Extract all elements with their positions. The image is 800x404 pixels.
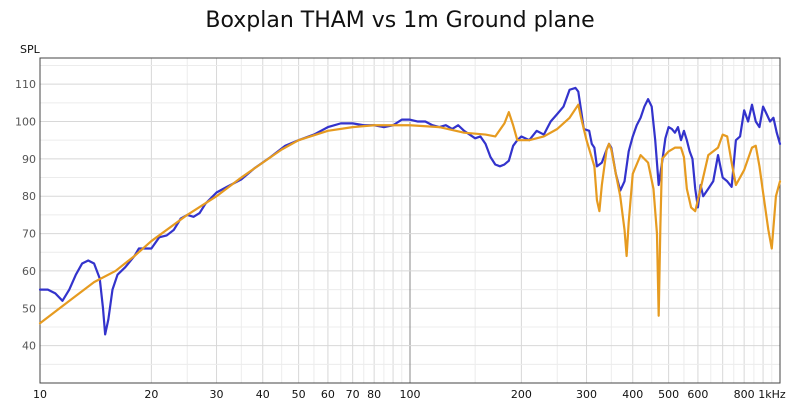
y-tick-label: 60: [22, 265, 36, 278]
y-tick-label: 50: [22, 302, 36, 315]
y-tick-label: 90: [22, 153, 36, 166]
x-tick-labels: 10 20 30 40 50 60 70 80 100 200 300 400 500 600 800 1kH…: [33, 388, 786, 401]
series-layer: [38, 86, 782, 336]
grid-minor: [40, 58, 780, 383]
y-tick-label: 70: [22, 228, 36, 241]
x-tick-label: 300: [576, 388, 597, 401]
y-tick-label: 40: [22, 340, 36, 353]
y-axis-label: SPL: [20, 43, 40, 56]
series-line-2: [38, 103, 782, 325]
x-tick-label: 80: [367, 388, 381, 401]
x-tick-label: 60: [321, 388, 335, 401]
x-tick-label: 50: [292, 388, 306, 401]
x-tick-label: 1kHz: [758, 388, 786, 401]
chart-title: Boxplan THAM vs 1m Ground plane: [205, 8, 595, 33]
x-tick-label: 10: [33, 388, 47, 401]
plot-frame: [39, 57, 781, 384]
x-tick-label: 40: [256, 388, 270, 401]
x-tick-label: 100: [400, 388, 421, 401]
y-tick-labels: 40 50 60 70 80 90 100 110: [15, 78, 36, 352]
x-tick-label: 600: [687, 388, 708, 401]
x-tick-label: 400: [622, 388, 643, 401]
x-tick-label: 20: [144, 388, 158, 401]
y-tick-label: 80: [22, 190, 36, 203]
x-tick-label: 30: [210, 388, 224, 401]
y-tick-label: 110: [15, 78, 36, 91]
x-tick-label: 500: [658, 388, 679, 401]
x-tick-label: 800: [734, 388, 755, 401]
x-tick-label: 70: [346, 388, 360, 401]
x-tick-label: 200: [511, 388, 532, 401]
y-tick-label: 100: [15, 116, 36, 129]
